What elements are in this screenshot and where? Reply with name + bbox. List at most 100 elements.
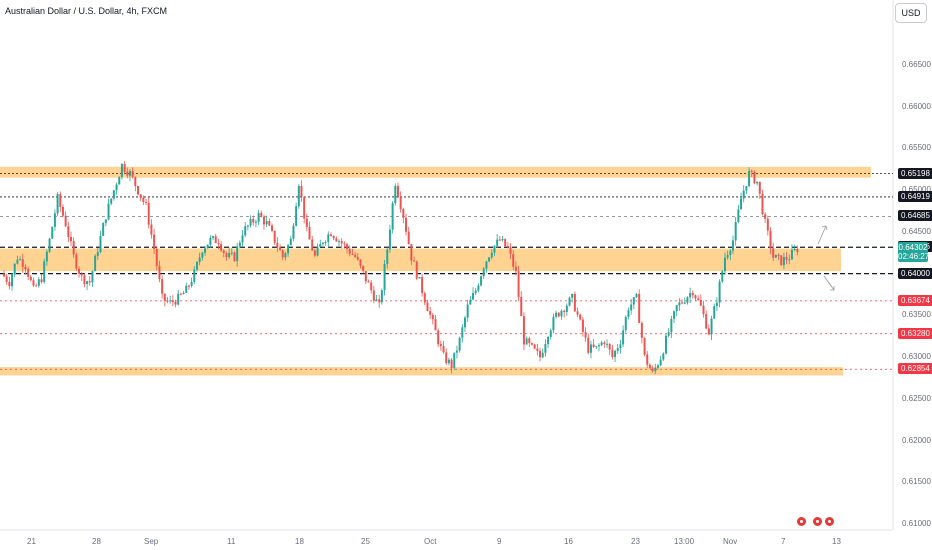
candle-body — [380, 290, 383, 303]
time-tick-label: Oct — [424, 537, 437, 546]
price-tick-label: 0.62500 — [902, 393, 931, 403]
candle-body — [659, 359, 662, 366]
candle-body — [555, 312, 558, 317]
candle-body — [120, 163, 123, 178]
candle-body — [75, 254, 78, 269]
candle-body — [485, 261, 488, 269]
candle-body — [319, 243, 322, 247]
event-icon[interactable] — [812, 516, 823, 527]
candle-body — [228, 253, 231, 258]
candle-body — [737, 209, 740, 222]
candle-body — [458, 337, 461, 351]
candle-body — [756, 181, 759, 184]
candle-body — [705, 314, 708, 329]
candle-body — [764, 214, 767, 219]
candle-body — [638, 293, 641, 324]
time-tick-label: 7 — [781, 537, 786, 546]
candle-body — [182, 292, 185, 295]
candle-body — [761, 193, 764, 215]
candle-body — [340, 241, 343, 244]
candle-body — [24, 267, 27, 270]
candle-body — [445, 352, 448, 364]
event-icon[interactable] — [824, 516, 835, 527]
candle-body — [364, 271, 367, 282]
candle-body — [723, 257, 726, 272]
candle-body — [493, 245, 496, 253]
candle-body — [64, 215, 67, 227]
candle-body — [276, 242, 279, 248]
candle-body — [166, 300, 169, 302]
candle-body — [729, 250, 732, 255]
candle-body — [579, 314, 582, 320]
candle-body — [689, 292, 692, 298]
time-tick-label: 11 — [227, 537, 236, 546]
candle-body — [584, 331, 587, 338]
price-tick-label: 0.63000 — [902, 352, 931, 362]
candle-body — [477, 285, 480, 291]
candle-body — [442, 346, 445, 353]
level-price-label: 0.63280 — [898, 327, 932, 339]
candle-body — [303, 196, 306, 219]
currency-button[interactable]: USD — [895, 3, 927, 23]
candle-body — [338, 241, 341, 243]
candle-body — [187, 285, 190, 287]
candle-body — [777, 254, 780, 256]
candle-body — [681, 302, 684, 304]
candle-body — [372, 290, 375, 301]
candle-body — [206, 244, 209, 249]
candle-body — [238, 242, 241, 247]
candle-body — [21, 259, 24, 268]
candle-body — [710, 318, 713, 335]
candle-body — [603, 342, 606, 345]
candle-body — [59, 193, 62, 207]
candle-body — [691, 292, 694, 296]
zone-rect — [0, 166, 871, 178]
candle-body — [654, 367, 657, 372]
candle-body — [212, 236, 215, 238]
candle-body — [595, 346, 598, 348]
candle-body — [332, 236, 335, 239]
event-icon[interactable] — [796, 516, 807, 527]
candle-body — [249, 218, 252, 226]
candle-body — [295, 206, 298, 226]
time-tick-label: 23 — [631, 537, 640, 546]
candle-body — [150, 224, 153, 235]
candle-body — [718, 281, 721, 303]
candle-body — [51, 226, 54, 239]
candle-body — [509, 247, 512, 255]
candle-body — [702, 305, 705, 315]
level-price-label: 0.64685 — [898, 210, 932, 222]
candle-body — [514, 266, 517, 272]
price-tick-label: 0.62000 — [902, 435, 931, 445]
candle-body — [686, 297, 689, 303]
candle-body — [453, 352, 456, 368]
candle-body — [635, 293, 638, 298]
candle-body — [375, 299, 378, 301]
candle-body — [254, 221, 257, 223]
candle-body — [469, 299, 472, 305]
candle-body — [244, 226, 247, 236]
candle-body — [327, 234, 330, 242]
time-tick-label: 25 — [361, 537, 370, 546]
candle-body — [268, 221, 271, 226]
candle-body — [557, 312, 560, 317]
current-price-box: 0.64302 02:46:27 — [898, 242, 929, 262]
candle-body — [592, 344, 595, 347]
candle-body — [137, 186, 140, 195]
candle-body — [576, 311, 579, 315]
candle-body — [5, 276, 8, 282]
candle-body — [260, 212, 263, 217]
candle-body — [734, 221, 737, 241]
candle-body — [496, 239, 499, 246]
candle-body — [139, 194, 142, 198]
candle-body — [86, 281, 89, 285]
candle-body — [158, 266, 161, 280]
candle-body — [233, 252, 236, 262]
candle-body — [769, 230, 772, 249]
candle-body — [528, 338, 531, 344]
candle-body — [785, 257, 788, 260]
candle-body — [198, 257, 201, 262]
candle-body — [512, 254, 515, 267]
candle-body — [265, 221, 268, 225]
